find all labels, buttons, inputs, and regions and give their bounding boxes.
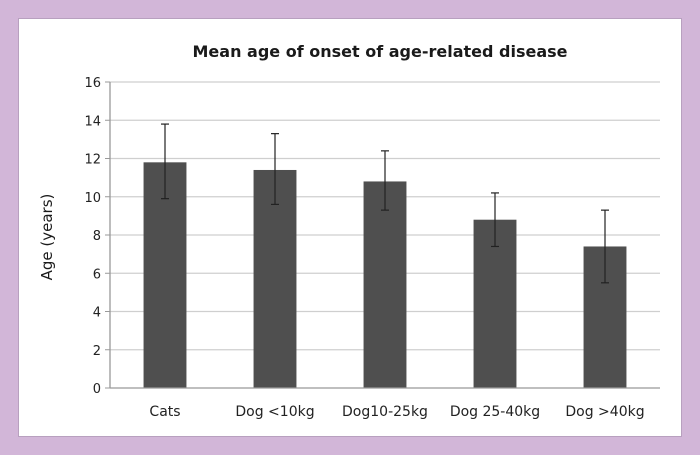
bar (143, 162, 187, 388)
x-category-label: Cats (149, 404, 180, 420)
y-tick-label: 16 (84, 76, 101, 91)
y-tick-label: 14 (84, 114, 101, 129)
x-category-label: Dog >40kg (565, 404, 644, 420)
y-tick-label: 0 (93, 382, 101, 397)
y-tick-label: 10 (84, 191, 101, 206)
x-category-label: Dog10-25kg (342, 404, 428, 420)
error-bars (161, 123, 609, 284)
bar (473, 219, 517, 388)
x-category-label: Dog <10kg (235, 404, 314, 420)
y-tick-label: 2 (93, 344, 101, 359)
y-tick-label: 4 (93, 306, 101, 321)
y-axis-label: Age (years) (38, 194, 56, 281)
chart-frame (18, 18, 682, 437)
y-tick-label: 12 (84, 153, 101, 168)
bar (253, 169, 297, 388)
y-axis-ticks: 0 2 4 6 8 10 12 14 16 (84, 76, 110, 397)
bars (143, 162, 627, 388)
y-tick-label: 6 (93, 267, 101, 282)
x-category-label: Dog 25-40kg (450, 404, 540, 420)
x-axis-categories: Cats Dog <10kg Dog10-25kg Dog 25-40kg Dog >4… (149, 404, 644, 420)
bar (363, 181, 407, 388)
chart-title: Mean age of onset of age-related disease (193, 42, 568, 61)
y-tick-label: 8 (93, 229, 101, 244)
